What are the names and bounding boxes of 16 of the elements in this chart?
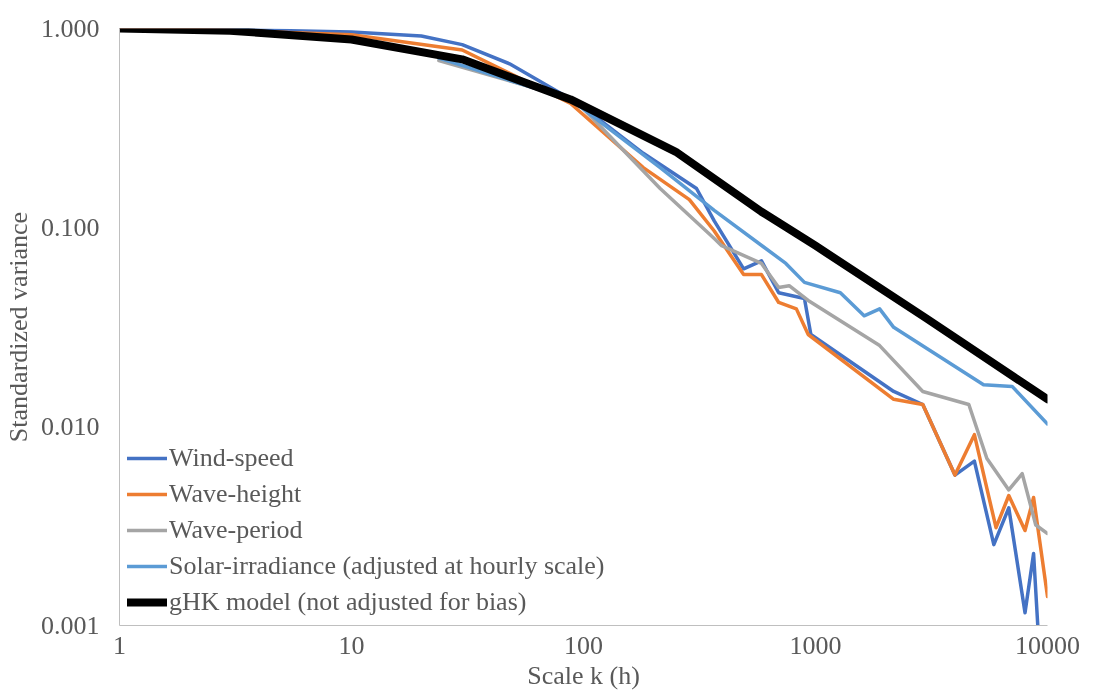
x-tick-label: 10000 (1015, 630, 1080, 660)
y-tick-label: 0.001 (41, 611, 100, 640)
y-axis-title: Standardized variance (4, 211, 33, 443)
x-tick-label: 10 (338, 630, 365, 660)
x-axis-title: Scale k (h) (527, 660, 640, 690)
legend-label: Wave-height (169, 479, 302, 509)
x-tick-label: 1 (113, 630, 126, 660)
y-tick-label: 1.000 (41, 14, 100, 43)
legend-label: gHK model (not adjusted for bias) (169, 587, 527, 617)
legend-label: Solar-irradiance (adjusted at hourly scale) (169, 551, 605, 581)
y-tick-label: 0.100 (41, 213, 100, 242)
legend-label: Wind-speed (169, 443, 294, 473)
legend-label: Wave-period (169, 515, 303, 545)
y-tick-label: 0.010 (41, 412, 100, 441)
x-tick-label: 100 (564, 630, 603, 660)
x-tick-label: 1000 (789, 630, 842, 660)
